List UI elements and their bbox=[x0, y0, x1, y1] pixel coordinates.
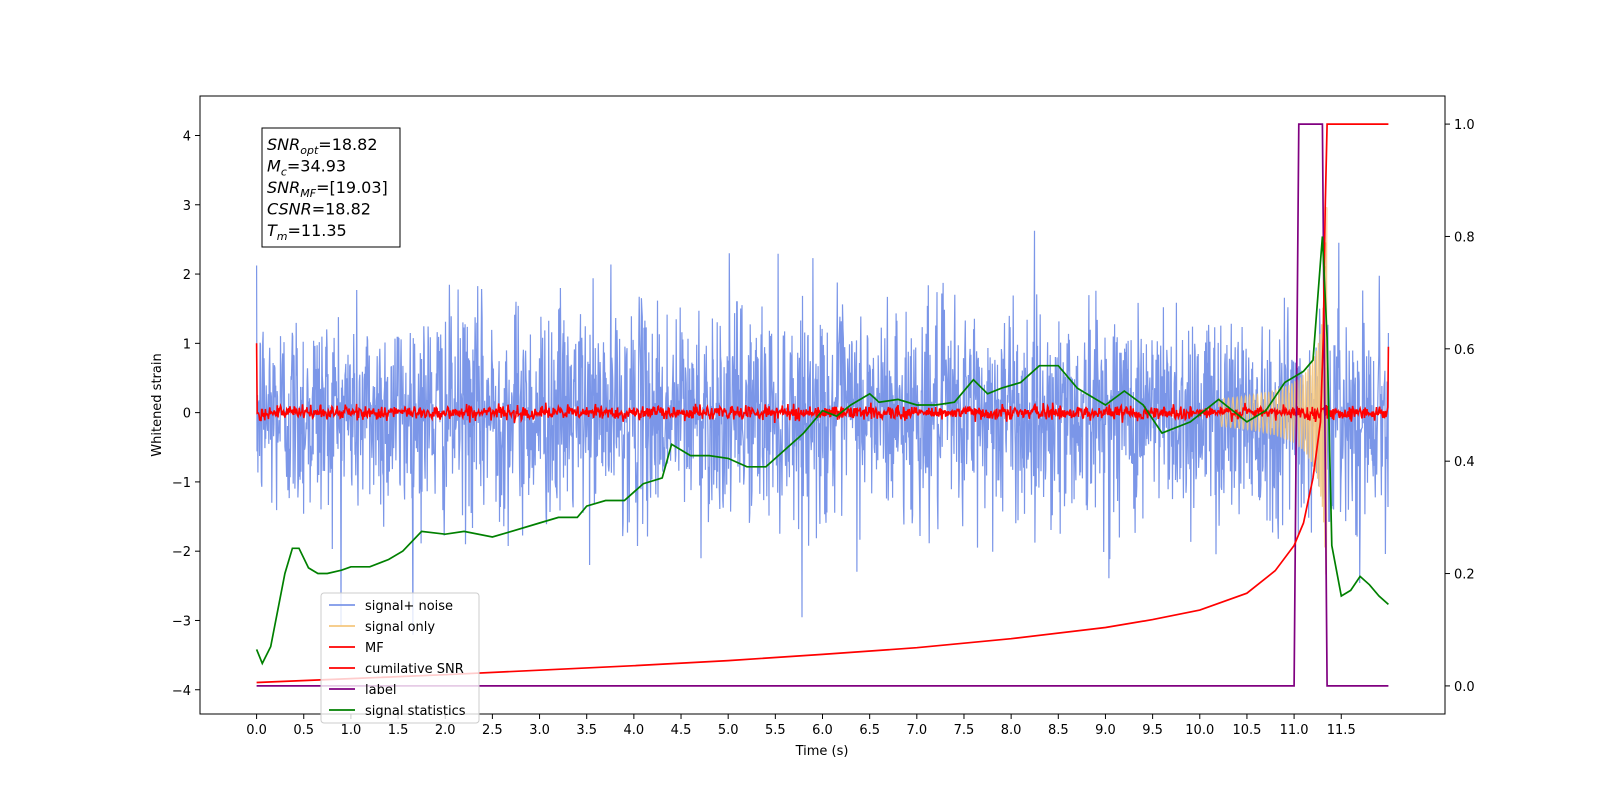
legend-label: signal statistics bbox=[365, 704, 466, 719]
legend-label: cumilative SNR bbox=[365, 662, 464, 677]
x-tick-label: 2.0 bbox=[435, 723, 456, 738]
x-tick-label: 8.0 bbox=[1001, 723, 1022, 738]
legend-item: signal+ noise bbox=[329, 599, 453, 614]
y-axis-label: Whitened strain bbox=[150, 353, 165, 456]
x-tick-label: 6.5 bbox=[859, 723, 880, 738]
annotation-symbol: T bbox=[267, 221, 278, 240]
annotation-box: SNRopt=18.82 Mc=34.93 SNRMF=[19.03] CSNR=18… bbox=[261, 127, 401, 248]
y-axis-right-ticks: 0.0 0.2 0.4 0.6 0.8 1.0 bbox=[1445, 118, 1475, 695]
x-tick-label: 5.0 bbox=[718, 723, 739, 738]
y-left-tick-label: −1 bbox=[172, 476, 191, 491]
legend-item: cumilative SNR bbox=[329, 662, 464, 677]
x-tick-label: 8.5 bbox=[1048, 723, 1069, 738]
y-right-tick-label: 0.6 bbox=[1454, 343, 1475, 358]
legend: signal+ noise signal only MF cumilative SNR… bbox=[320, 592, 480, 724]
y-left-tick-label: 2 bbox=[183, 268, 191, 283]
y-right-tick-label: 0.2 bbox=[1454, 568, 1475, 583]
x-tick-label: 6.0 bbox=[812, 723, 833, 738]
plot-data-layer bbox=[255, 123, 1390, 687]
series-mf bbox=[255, 343, 1390, 424]
x-tick-label: 7.0 bbox=[906, 723, 927, 738]
series-signal-plus-noise bbox=[256, 230, 1389, 635]
legend-label: signal+ noise bbox=[365, 599, 453, 614]
y-left-tick-label: 0 bbox=[183, 407, 191, 422]
annotation-value: =18.82 bbox=[312, 200, 371, 219]
legend-item: signal statistics bbox=[329, 704, 466, 719]
annotation-symbol: SNR bbox=[267, 135, 300, 154]
x-tick-label: 7.5 bbox=[954, 723, 975, 738]
x-tick-label: 0.0 bbox=[246, 723, 267, 738]
series-label bbox=[256, 123, 1389, 687]
x-tick-label: 3.5 bbox=[576, 723, 597, 738]
annotation-text: SNRopt=18.82 Mc=34.93 SNRMF=[19.03] CSNR=18… bbox=[267, 135, 388, 243]
annotation-subscript: c bbox=[281, 166, 287, 179]
y-left-tick-label: 3 bbox=[183, 199, 191, 214]
legend-label: label bbox=[365, 683, 396, 698]
x-tick-label: 1.5 bbox=[388, 723, 409, 738]
x-tick-label: 10.5 bbox=[1232, 723, 1261, 738]
x-tick-label: 9.0 bbox=[1095, 723, 1116, 738]
series-signal-statistics bbox=[255, 236, 1389, 666]
y-right-tick-label: 1.0 bbox=[1454, 118, 1475, 133]
y-left-tick-label: −4 bbox=[172, 684, 191, 699]
y-left-tick-label: −2 bbox=[172, 545, 191, 560]
legend-item: signal only bbox=[329, 620, 435, 635]
y-axis-left-ticks: −4 −3 −2 −1 0 1 2 3 4 bbox=[172, 129, 200, 699]
y-right-tick-label: 0.4 bbox=[1454, 455, 1475, 470]
legend-item: label bbox=[329, 683, 396, 698]
legend-item: MF bbox=[329, 641, 384, 656]
x-axis-label: Time (s) bbox=[795, 744, 849, 759]
x-tick-label: 1.0 bbox=[341, 723, 362, 738]
y-right-tick-label: 0.8 bbox=[1454, 230, 1475, 245]
legend-label: signal only bbox=[365, 620, 435, 635]
x-tick-label: 5.5 bbox=[765, 723, 786, 738]
annotation-subscript: m bbox=[277, 230, 288, 243]
y-left-tick-label: 4 bbox=[183, 129, 191, 144]
annotation-symbol: M bbox=[267, 157, 281, 176]
annotation-value: =[19.03] bbox=[316, 178, 388, 197]
annotation-symbol: SNR bbox=[267, 178, 300, 197]
y-right-tick-label: 0.0 bbox=[1454, 680, 1475, 695]
x-tick-label: 3.0 bbox=[529, 723, 550, 738]
series-cumulative-snr bbox=[256, 123, 1389, 684]
annotation-value: =34.93 bbox=[287, 157, 346, 176]
annotation-value: =18.82 bbox=[318, 135, 377, 154]
x-tick-label: 11.0 bbox=[1280, 723, 1309, 738]
annotation-subscript: opt bbox=[300, 144, 319, 157]
y-left-tick-label: −3 bbox=[172, 614, 191, 629]
legend-label: MF bbox=[365, 641, 384, 656]
x-tick-label: 4.5 bbox=[671, 723, 692, 738]
x-tick-label: 0.5 bbox=[293, 723, 314, 738]
x-tick-label: 9.5 bbox=[1142, 723, 1163, 738]
x-tick-label: 4.0 bbox=[624, 723, 645, 738]
annotation-subscript: MF bbox=[300, 187, 316, 200]
annotation-value: =11.35 bbox=[288, 221, 347, 240]
x-tick-label: 11.5 bbox=[1327, 723, 1356, 738]
annotation-symbol: CSNR bbox=[267, 200, 312, 219]
x-tick-label: 2.5 bbox=[482, 723, 503, 738]
x-tick-label: 10.0 bbox=[1185, 723, 1214, 738]
y-left-tick-label: 1 bbox=[183, 337, 191, 352]
x-axis-ticks: 0.0 0.5 1.0 1.5 2.0 2.5 3.0 3.5 4.0 4.5 5.0 5.5 6.0 6… bbox=[246, 714, 1356, 738]
